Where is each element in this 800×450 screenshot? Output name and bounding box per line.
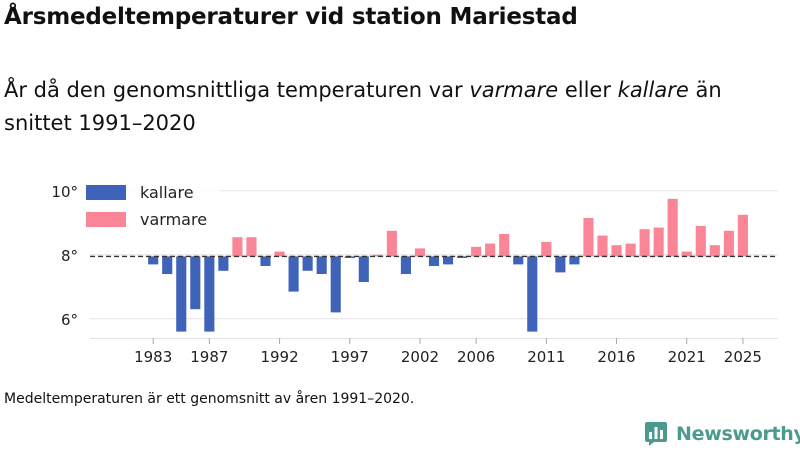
legend-swatch-varmare [86,212,126,227]
legend-label-varmare: varmare [140,210,207,229]
bar-1989[interactable] [232,237,243,257]
bar-1999[interactable] [372,254,383,257]
bar-1995[interactable] [316,256,327,274]
bar-2023[interactable] [709,245,720,257]
bar-2017[interactable] [625,243,636,257]
bar-1986[interactable] [190,256,201,310]
bar-2010[interactable] [527,256,538,332]
bar-1997[interactable] [344,256,355,258]
bar-2021[interactable] [681,251,692,257]
x-tick-label: 2021 [668,348,706,366]
bar-2011[interactable] [541,242,552,257]
bar-2013[interactable] [569,256,580,265]
axis-layer: 6° 8° 10° 1983 1987 1992 1997 2002 2006 2011 2016 2… [51,183,778,366]
x-tick-label: 1983 [134,348,172,366]
bar-1994[interactable] [302,256,313,271]
subtitle-prefix: År då den genomsnittliga temperaturen va… [4,78,470,102]
bar-2025[interactable] [737,214,748,257]
bar-2005[interactable] [457,256,468,258]
x-tick-label: 2002 [401,348,439,366]
subtitle-colder: kallare [617,78,689,102]
bar-2014[interactable] [583,218,594,257]
footnote: Medeltemperaturen är ett genomsnitt av å… [4,391,415,407]
subtitle-suffix: än snittet 1991–2020 [4,78,722,135]
bar-1991[interactable] [260,256,271,266]
x-tick-label: 1992 [260,348,298,366]
bar-2006[interactable] [471,246,482,257]
bar-2001[interactable] [400,256,411,274]
chart-subtitle: År då den genomsnittliga temperaturen va… [4,74,784,140]
bar-2019[interactable] [653,227,664,257]
legend-label-kallare: kallare [140,183,194,202]
x-tick-label: 2006 [457,348,495,366]
x-tick-label: 2011 [527,348,565,366]
bar-1992[interactable] [274,251,285,257]
bar-1988[interactable] [218,256,229,271]
y-tick-label: 8° [61,247,78,265]
bar-1998[interactable] [358,256,369,282]
bar-2016[interactable] [611,245,622,257]
x-tick-label: 1997 [331,348,369,366]
bar-1996[interactable] [330,256,341,313]
brand-name: Newsworthy [676,423,800,445]
bar-2000[interactable] [386,230,397,257]
y-tick-label: 10° [51,183,78,201]
bar-2022[interactable] [695,226,706,257]
bar-1983[interactable] [148,256,159,265]
bar-2012[interactable] [555,256,566,273]
bar-2018[interactable] [639,229,650,257]
bar-2002[interactable] [414,248,426,257]
bar-1985[interactable] [176,256,187,332]
legend: kallare varmare [80,176,220,232]
bar-2009[interactable] [513,256,524,265]
bar-2003[interactable] [428,256,440,266]
bar-2015[interactable] [597,235,608,257]
x-tick-label: 2016 [597,348,635,366]
y-tick-label: 6° [61,311,78,329]
bar-chart-logo-icon [645,422,667,446]
brand-logo[interactable]: Newsworthy [644,419,800,449]
legend-swatch-kallare [86,185,126,200]
bar-1984[interactable] [162,256,173,274]
subtitle-warmer: varmare [469,78,559,102]
x-tick-label: 1987 [190,348,228,366]
bar-1987[interactable] [204,256,215,332]
bar-layer [148,198,748,332]
bar-2024[interactable] [723,230,734,257]
temperature-bar-chart: 6° 8° 10° 1983 1987 1992 1997 2002 2006 2011 2016 2… [51,176,778,366]
bar-2007[interactable] [485,243,496,257]
bar-1990[interactable] [246,237,257,257]
chart-title: Årsmedeltemperaturer vid station Mariest… [4,4,578,30]
bar-1993[interactable] [288,256,299,292]
bar-2004[interactable] [442,256,454,265]
bar-2020[interactable] [667,198,678,257]
x-tick-label: 2025 [724,348,762,366]
subtitle-middle: eller [558,78,618,102]
bar-2008[interactable] [499,234,510,257]
